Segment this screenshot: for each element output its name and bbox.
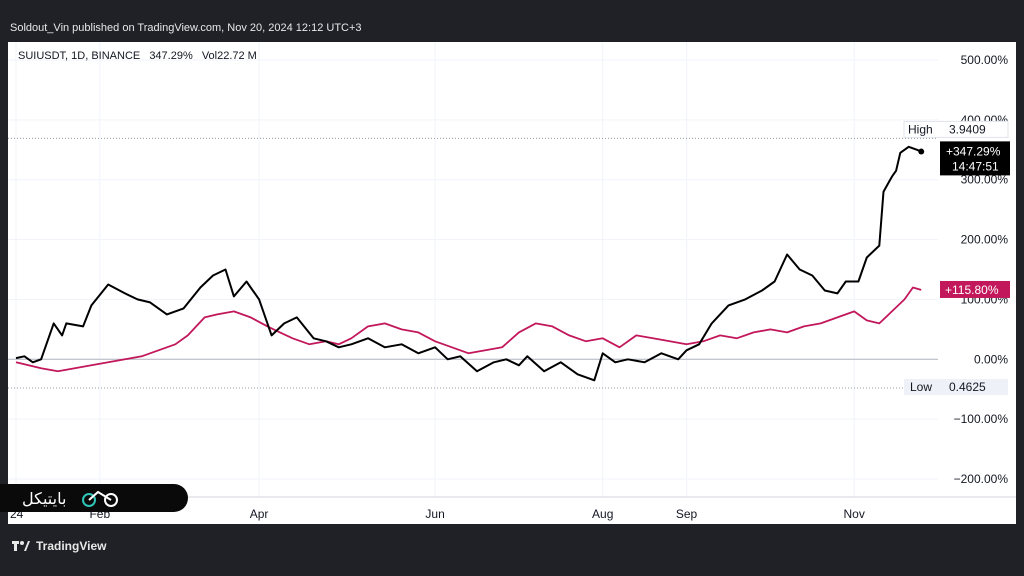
y-tick-label: 500.00% [961, 53, 1009, 67]
brand-watermark: بایتیکل [0, 484, 188, 512]
low-label: Low [910, 380, 932, 394]
symbol-volume: Vol22.72 M [201, 50, 257, 62]
symbol-change: 347.29% [149, 50, 193, 62]
symbol-info: SUIUSDT, 1D, BINANCE 347.29% Vol22.72 M [18, 50, 263, 62]
tradingview-icon [12, 541, 30, 551]
y-tick-label: −100.00% [954, 412, 1009, 426]
main-change-label: +347.29% [946, 144, 1001, 158]
compare-series-tag: +115.80% [940, 280, 1010, 298]
brand-watermark-text: بایتیکل [22, 488, 67, 508]
main-series-tag: +347.29% 14:47:51 [940, 141, 1010, 176]
tradingview-text: TradingView [36, 539, 107, 553]
high-value: 3.9409 [949, 122, 986, 136]
x-tick-label: Aug [592, 507, 613, 521]
x-tick-label: Jun [425, 507, 444, 521]
x-tick-label: Sep [676, 507, 698, 521]
y-tick-label: 200.00% [961, 233, 1009, 247]
y-tick-label: 0.00% [974, 352, 1008, 366]
y-tick-label: 300.00% [961, 173, 1009, 187]
symbol-ticker: SUIUSDT, 1D, BINANCE [18, 50, 141, 62]
bicycle-icon [82, 490, 119, 507]
countdown-label: 14:47:51 [952, 159, 999, 173]
price-chart[interactable]: −200.00%−100.00%0.00%100.00%200.00%300.0… [8, 42, 1016, 524]
chart-panel[interactable]: −200.00% −100.00% 0.00% 100.00% 200.00% 300.0… [8, 42, 1016, 524]
compare-change-label: +115.80% [945, 283, 999, 297]
x-tick-label: Apr [250, 507, 269, 521]
x-tick-label: Nov [844, 507, 865, 521]
series-line-main [15, 145, 922, 382]
high-badge: High 3.9409 [903, 120, 1009, 138]
x-axis: 24 Feb Apr Jun Aug Sep Nov [10, 507, 865, 521]
tradingview-logo[interactable]: TradingView [12, 539, 106, 553]
series-group [15, 145, 925, 382]
grid [8, 42, 1016, 498]
series-endpoint-main [918, 148, 925, 155]
high-label: High [908, 122, 933, 136]
y-tick-label: −200.00% [954, 472, 1009, 486]
y-axis: −200.00%−100.00%0.00%100.00%200.00%300.0… [954, 53, 1009, 486]
low-value: 0.4625 [949, 380, 986, 394]
series-line-compare [15, 286, 922, 373]
low-badge: Low 0.4625 [904, 379, 1008, 396]
published-header: Soldout_Vin published on TradingView.com… [10, 22, 362, 34]
